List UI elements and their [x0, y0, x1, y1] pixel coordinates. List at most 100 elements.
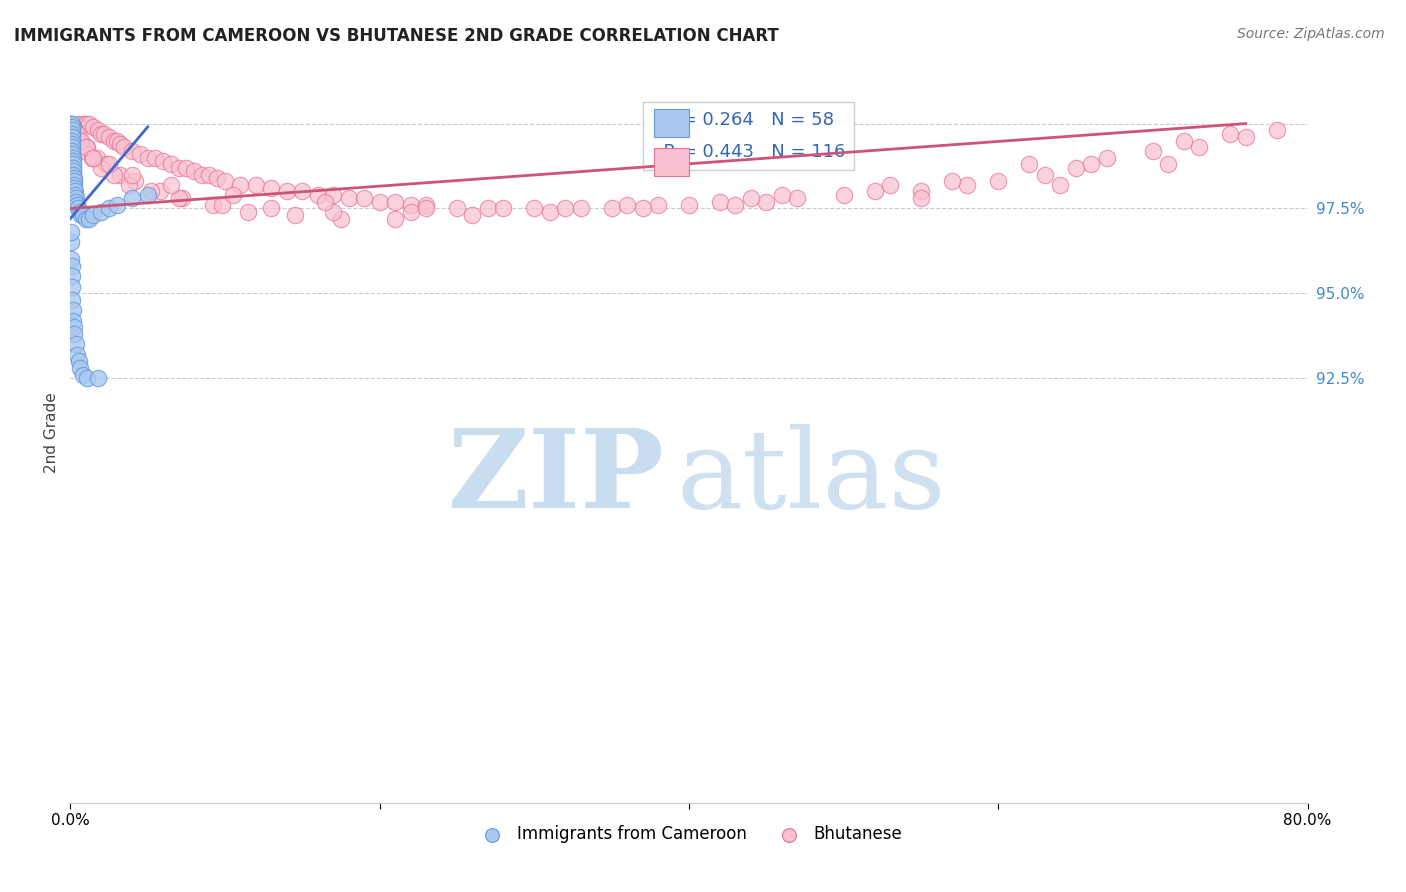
- Point: [62, 120, 84, 134]
- Point: [1049, 178, 1071, 192]
- Point: [62, 161, 84, 175]
- Point: [201, 198, 224, 212]
- Point: [956, 178, 979, 192]
- Point: [60, 225, 83, 239]
- Point: [170, 191, 193, 205]
- Point: [62, 168, 84, 182]
- Point: [98, 130, 120, 145]
- Point: [167, 191, 190, 205]
- Point: [399, 198, 422, 212]
- Point: [62, 151, 84, 165]
- Point: [145, 151, 166, 165]
- Point: [446, 202, 468, 216]
- Point: [477, 202, 499, 216]
- Point: [63, 185, 86, 199]
- Point: [214, 174, 236, 188]
- Point: [740, 191, 762, 205]
- Point: [160, 178, 183, 192]
- Point: [260, 202, 283, 216]
- Point: [69, 134, 91, 148]
- Point: [152, 153, 174, 168]
- Point: [67, 202, 90, 216]
- Point: [1234, 130, 1257, 145]
- Point: [1033, 168, 1056, 182]
- Point: [191, 168, 214, 182]
- Point: [222, 187, 245, 202]
- Point: [124, 174, 146, 188]
- Point: [62, 153, 84, 168]
- Point: [1080, 157, 1102, 171]
- Point: [832, 187, 855, 202]
- Point: [94, 157, 117, 171]
- Point: [67, 127, 90, 141]
- Point: [554, 202, 576, 216]
- Point: [69, 205, 91, 219]
- Text: ZIP: ZIP: [447, 424, 664, 531]
- Point: [260, 181, 283, 195]
- Point: [121, 168, 143, 182]
- Point: [75, 117, 97, 131]
- Point: [87, 371, 110, 385]
- Point: [62, 170, 84, 185]
- Point: [678, 198, 700, 212]
- Point: [337, 191, 360, 205]
- Point: [63, 178, 86, 192]
- Point: [198, 168, 221, 182]
- Point: [87, 123, 110, 137]
- Point: [60, 123, 83, 137]
- Point: [647, 198, 669, 212]
- Point: [70, 208, 93, 222]
- Point: [63, 187, 86, 202]
- Point: [60, 279, 83, 293]
- Point: [160, 157, 183, 171]
- Point: [399, 205, 422, 219]
- Point: [1188, 140, 1211, 154]
- Point: [415, 198, 437, 212]
- Point: [384, 211, 406, 226]
- Point: [1095, 151, 1118, 165]
- Point: [863, 185, 886, 199]
- Y-axis label: 2nd Grade: 2nd Grade: [44, 392, 59, 473]
- Point: [353, 191, 375, 205]
- Point: [492, 202, 515, 216]
- Point: [60, 117, 83, 131]
- Point: [69, 361, 91, 376]
- Point: [600, 202, 623, 216]
- Point: [60, 136, 83, 151]
- Point: [63, 174, 86, 188]
- Point: [149, 185, 172, 199]
- Point: [616, 198, 638, 212]
- Point: [330, 211, 353, 226]
- Point: [121, 144, 143, 158]
- Point: [60, 259, 83, 273]
- Point: [770, 187, 793, 202]
- Point: [108, 136, 131, 151]
- Point: [67, 354, 90, 368]
- Point: [207, 170, 229, 185]
- Point: [384, 194, 406, 209]
- Point: [82, 151, 105, 165]
- Point: [65, 130, 87, 145]
- Point: [523, 202, 546, 216]
- Point: [114, 140, 135, 154]
- Point: [307, 187, 329, 202]
- Point: [67, 117, 90, 131]
- Point: [229, 178, 252, 192]
- Point: [368, 194, 391, 209]
- Point: [1064, 161, 1087, 175]
- Point: [60, 123, 83, 137]
- Point: [62, 320, 84, 334]
- Point: [77, 211, 100, 226]
- Point: [183, 164, 205, 178]
- Point: [121, 191, 143, 205]
- Point: [65, 194, 87, 209]
- Point: [569, 202, 592, 216]
- Point: [724, 198, 747, 212]
- Point: [709, 194, 731, 209]
- Point: [60, 120, 83, 134]
- Point: [62, 313, 84, 327]
- Point: [63, 181, 86, 195]
- Point: [238, 205, 260, 219]
- Point: [98, 157, 120, 171]
- Point: [1018, 157, 1040, 171]
